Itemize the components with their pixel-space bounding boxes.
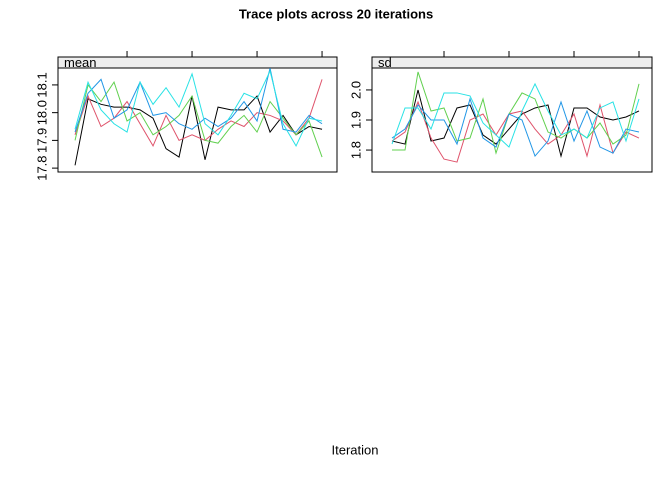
chart-title: Trace plots across 20 iterations xyxy=(239,6,433,21)
strip-label: sd xyxy=(378,55,392,70)
strip xyxy=(371,56,653,69)
y-tick-label: 17.9 xyxy=(34,128,49,153)
strip-label: mean xyxy=(64,55,97,70)
series-group xyxy=(391,71,640,163)
panel xyxy=(57,67,338,173)
trace-line xyxy=(391,82,640,148)
y-tick-label: 1.9 xyxy=(348,111,363,129)
series-group xyxy=(74,68,323,166)
trace-line xyxy=(391,97,640,158)
y-tick-label: 17.8 xyxy=(34,155,49,180)
y-tick-label: 2.0 xyxy=(348,81,363,99)
trace-line xyxy=(74,69,323,148)
y-tick-label: 18.1 xyxy=(34,72,49,97)
panel xyxy=(371,67,653,173)
y-tick-label: 1.8 xyxy=(348,141,363,159)
trace-line xyxy=(392,71,640,155)
trace-line xyxy=(74,68,323,133)
y-tick-label: 18.0 xyxy=(34,100,49,125)
x-axis-label: Iteration xyxy=(332,442,379,457)
strip xyxy=(57,56,338,69)
